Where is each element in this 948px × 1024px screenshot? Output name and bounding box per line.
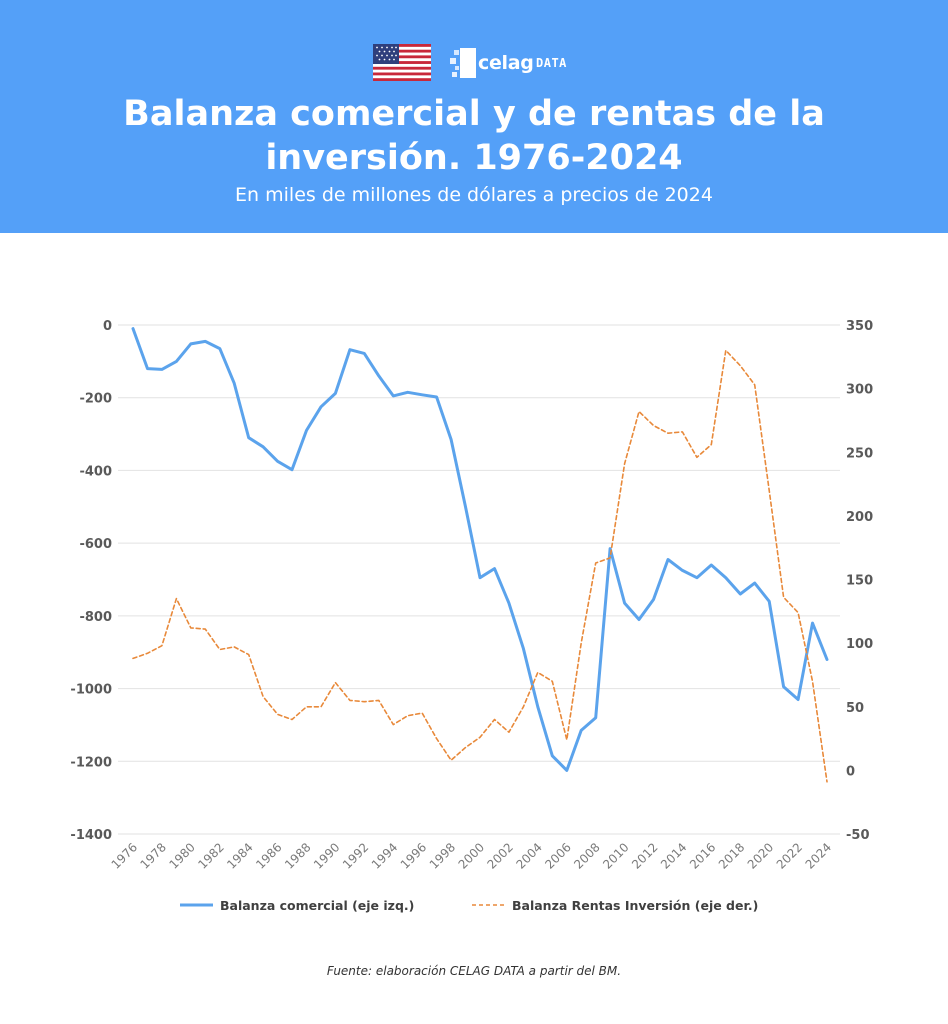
y-right-tick-label: 350 [846, 319, 873, 334]
x-tick-label: 2018 [716, 840, 747, 871]
page-title: Balanza comercial y de rentas de la inve… [0, 92, 948, 180]
x-tick-label: 1998 [427, 840, 458, 871]
x-tick-label: 1976 [109, 840, 140, 871]
y-right-tick-label: 250 [846, 446, 873, 461]
x-tick-label: 2004 [513, 840, 544, 871]
x-tick-label: 1982 [195, 840, 226, 871]
brand-pixel-icon [450, 48, 476, 78]
y-left-tick-label: -200 [79, 392, 112, 407]
x-tick-label: 2010 [600, 840, 631, 871]
y-left-tick-label: -600 [79, 537, 112, 552]
y-right-tick-label: 200 [846, 510, 873, 525]
y-right-tick-label: 100 [846, 637, 873, 652]
y-left-tick-label: 0 [103, 319, 112, 334]
x-tick-label: 2008 [571, 840, 602, 871]
x-tick-label: 2016 [687, 840, 718, 871]
x-tick-label: 1978 [138, 840, 169, 871]
title-line-1: Balanza comercial y de rentas de la [123, 94, 825, 134]
x-tick-label: 2020 [745, 840, 776, 871]
x-tick-label: 2014 [658, 840, 689, 871]
x-tick-label: 1996 [398, 840, 429, 871]
y-right-tick-label: 300 [846, 383, 873, 398]
y-right-tick-label: 50 [846, 701, 864, 716]
series-line-balanza-comercial [131, 327, 829, 772]
x-tick-label: 1984 [224, 840, 255, 871]
legend-label-balanza-comercial: Balanza comercial (eje izq.) [220, 898, 414, 913]
x-tick-label: 1988 [282, 840, 313, 871]
brand-name: celag [478, 52, 534, 74]
brand-suffix: DATA [536, 56, 567, 70]
x-tick-label: 1986 [253, 840, 284, 871]
source-note: Fuente: elaboración CELAG DATA a partir … [326, 964, 622, 978]
y-left-tick-label: -800 [79, 610, 112, 625]
x-tick-label: 2002 [485, 840, 516, 871]
y-right-tick-label: 0 [846, 764, 855, 779]
series-line-rentas-inversion [132, 349, 828, 783]
x-tick-label: 1992 [340, 840, 371, 871]
x-tick-label: 2022 [774, 840, 805, 871]
usa-flag-icon [373, 44, 431, 81]
y-right-tick-label: 150 [846, 574, 873, 589]
y-left-tick-label: -1000 [70, 683, 112, 698]
page-subtitle: En miles de millones de dólares a precio… [235, 184, 713, 206]
x-tick-label: 2006 [542, 840, 573, 871]
y-right-tick-label: -50 [846, 828, 870, 843]
y-left-tick-label: -1200 [70, 755, 112, 770]
legend-label-rentas-inversion: Balanza Rentas Inversión (eje der.) [512, 898, 758, 913]
x-tick-label: 2012 [629, 840, 660, 871]
x-tick-label: 2024 [803, 840, 834, 871]
x-tick-label: 1990 [311, 840, 342, 871]
y-left-tick-label: -400 [79, 464, 112, 479]
x-tick-label: 1980 [166, 840, 197, 871]
y-left-tick-label: -1400 [70, 828, 112, 843]
x-tick-label: 1994 [369, 840, 400, 871]
header-banner: celag DATA Balanza comercial y de rentas… [0, 0, 948, 233]
title-line-2: inversión. 1976-2024 [265, 138, 683, 178]
x-tick-label: 2000 [456, 840, 487, 871]
